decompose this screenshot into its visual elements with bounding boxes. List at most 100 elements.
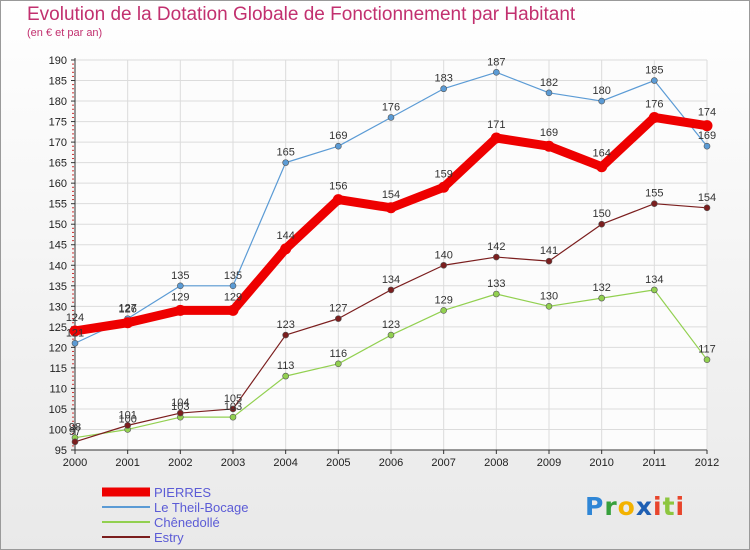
legend-label: Estry	[154, 530, 184, 545]
data-label-le-theil-bocage: 165	[276, 147, 294, 159]
y-tick-label: 115	[49, 363, 67, 375]
y-tick-label: 140	[49, 260, 67, 272]
data-label-pierres: 169	[540, 127, 558, 139]
point-estry	[598, 220, 605, 228]
y-tick-label: 120	[49, 342, 67, 354]
data-label-le-theil-bocage: 182	[540, 77, 558, 89]
data-label-pierres: 124	[66, 312, 84, 324]
x-tick-label: 2004	[273, 457, 297, 469]
y-tick-label: 185	[49, 76, 67, 88]
point-estry	[124, 422, 131, 429]
point-ch-nedoll-	[493, 290, 500, 298]
point-pierres	[490, 132, 502, 144]
data-label-ch-nedoll-: 129	[434, 294, 452, 306]
data-label-le-theil-bocage: 135	[171, 270, 189, 282]
point-estry	[229, 405, 237, 413]
point-le-theil-bocage	[71, 339, 79, 347]
data-label-pierres: 176	[645, 98, 663, 110]
x-tick-label: 2000	[63, 457, 87, 469]
y-tick-label: 95	[55, 445, 67, 457]
point-ch-nedoll-	[387, 331, 395, 339]
point-estry	[651, 200, 658, 207]
point-ch-nedoll-	[598, 294, 605, 302]
logo-letter-t: t	[662, 492, 676, 521]
point-pierres	[69, 325, 81, 337]
point-ch-nedoll-	[651, 286, 658, 294]
y-tick-label: 180	[49, 96, 67, 108]
logo-letter-x: x	[635, 492, 653, 521]
data-label-pierres: 159	[434, 168, 452, 180]
point-estry	[493, 253, 500, 261]
data-label-ch-nedoll-: 103	[171, 401, 189, 413]
y-tick-label: 110	[49, 383, 67, 395]
y-tick-label: 145	[49, 240, 67, 252]
point-le-theil-bocage	[177, 282, 184, 290]
data-label-ch-nedoll-: 132	[592, 282, 610, 294]
point-le-theil-bocage	[282, 159, 289, 166]
data-label-pierres: 174	[698, 107, 716, 119]
point-pierres	[385, 202, 397, 214]
x-tick-label: 2009	[537, 457, 561, 469]
point-estry	[387, 286, 395, 294]
legend-label: Chênedollé	[154, 515, 220, 530]
point-estry	[71, 438, 79, 446]
x-axis-ticks: 2000 2001 2002 2003 2004 2005 2006 2007 2008 2009…	[63, 450, 719, 469]
proxiti-logo: Proxiti	[585, 492, 685, 521]
x-tick-label: 2011	[643, 457, 667, 469]
data-label-estry: 97	[69, 426, 81, 438]
point-estry	[545, 257, 553, 265]
data-label-le-theil-bocage: 121	[66, 327, 84, 339]
data-label-pierres: 129	[171, 291, 189, 303]
data-label-estry: 134	[382, 274, 400, 286]
data-label-ch-nedoll-: 116	[330, 348, 348, 360]
data-label-estry: 142	[487, 241, 505, 253]
data-label-le-theil-bocage: 187	[487, 56, 505, 68]
data-label-ch-nedoll-: 117	[698, 344, 716, 356]
data-label-ch-nedoll-: 100	[118, 413, 136, 425]
series-lines	[69, 69, 713, 446]
legend-label: PIERRES	[154, 485, 211, 500]
data-label-ch-nedoll-: 133	[487, 278, 505, 290]
data-label-ch-nedoll-: 113	[277, 360, 295, 372]
logo-letter-i: i	[653, 492, 663, 521]
point-le-theil-bocage	[598, 97, 605, 105]
point-pierres	[332, 194, 344, 206]
x-tick-label: 2007	[431, 457, 455, 469]
grid-lines	[74, 59, 708, 451]
y-tick-label: 100	[49, 424, 67, 436]
legend-label: Le Theil-Bocage	[154, 500, 248, 515]
data-label-estry: 105	[224, 393, 242, 405]
y-tick-label: 155	[49, 199, 67, 211]
point-pierres	[648, 111, 660, 123]
x-tick-label: 2012	[695, 457, 719, 469]
point-le-theil-bocage	[545, 89, 553, 97]
y-tick-label: 170	[49, 137, 67, 149]
point-le-theil-bocage	[703, 142, 711, 150]
y-tick-label: 175	[49, 117, 67, 129]
point-ch-nedoll-	[703, 356, 711, 363]
data-label-pierres: 126	[118, 304, 136, 316]
data-label-ch-nedoll-: 130	[540, 290, 558, 302]
x-tick-label: 2010	[589, 457, 613, 469]
point-le-theil-bocage	[387, 114, 395, 121]
chart-subtitle: (en € et par an)	[27, 27, 103, 39]
y-axis-ticks: 95 100 105 110 115 120 125 130 135 140 145 150 155 16…	[49, 55, 75, 457]
data-label-le-theil-bocage: 127	[118, 303, 136, 315]
data-label-le-theil-bocage: 169	[329, 130, 347, 142]
data-label-estry: 123	[276, 319, 294, 331]
point-estry	[440, 261, 447, 269]
point-le-theil-bocage	[651, 77, 658, 84]
data-label-le-theil-bocage: 185	[645, 65, 663, 77]
point-le-theil-bocage	[440, 85, 447, 93]
point-ch-nedoll-	[229, 413, 237, 421]
y-tick-label: 125	[49, 322, 67, 334]
point-le-theil-bocage	[229, 282, 237, 290]
point-pierres	[701, 120, 713, 132]
logo-letter-i2: i	[675, 492, 686, 521]
point-ch-nedoll-	[545, 303, 553, 310]
data-label-pierres: 129	[224, 291, 242, 303]
data-label-estry: 141	[540, 245, 558, 257]
data-label-pierres: 144	[276, 230, 294, 242]
